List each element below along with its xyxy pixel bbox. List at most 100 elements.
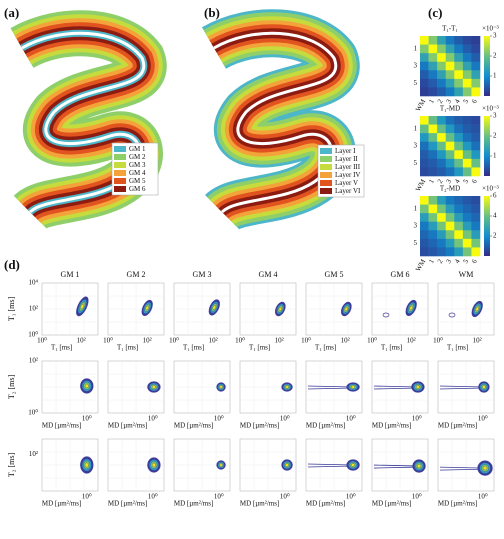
matrix-cell	[437, 116, 446, 125]
x-tick-label: 10⁰	[433, 337, 443, 345]
matrix-cell	[420, 196, 429, 205]
matrix-cell	[420, 62, 429, 71]
x-tick-label: 10⁰	[280, 415, 290, 423]
x-axis-label: MD [µm²/ms]	[108, 500, 147, 508]
matrix-cell	[471, 87, 480, 96]
matrix-cell	[437, 142, 446, 151]
x-tick-label: 10⁰	[235, 337, 245, 345]
legend-swatch	[320, 164, 332, 170]
matrix-cell	[429, 167, 438, 176]
x-tick-label: 10²	[407, 337, 416, 345]
x-tick-label: 10⁰	[412, 493, 422, 501]
matrix-cell	[420, 53, 429, 62]
matrix-cell	[454, 53, 463, 62]
x-axis-label: MD [µm²/ms]	[240, 500, 279, 508]
matrix-cell	[471, 62, 480, 71]
matrix-cell	[463, 87, 472, 96]
matrix-cell	[454, 87, 463, 96]
contour	[85, 463, 88, 467]
x-axis-label: MD [µm²/ms]	[306, 500, 345, 508]
matrix-col-label: 6	[470, 97, 479, 104]
x-tick-label: 10²	[143, 337, 152, 345]
matrix-cell	[463, 222, 472, 231]
matrix-cell	[446, 247, 455, 256]
x-tick-label: 10⁰	[82, 493, 92, 501]
x-tick-label: 10⁰	[214, 415, 224, 423]
matrix-cell	[420, 239, 429, 248]
colorbar	[484, 116, 490, 176]
x-axis-label: MD [µm²/ms]	[240, 422, 279, 430]
colorbar	[484, 36, 490, 96]
matrix-cell	[463, 247, 472, 256]
figure: (a) (b) (c) (d) GM 1GM 2GM 3GM 4GM 5GM 6…	[0, 0, 504, 539]
panel-label: (d)	[4, 257, 20, 272]
colorbar-tick-label: 1	[493, 152, 497, 160]
matrix-cell	[437, 53, 446, 62]
x-axis-label: MD [µm²/ms]	[438, 500, 477, 508]
matrix-cell	[437, 230, 446, 239]
matrix-cell	[471, 53, 480, 62]
legend-swatch	[114, 154, 126, 160]
legend-swatch	[320, 188, 332, 194]
matrix-cell	[437, 125, 446, 134]
x-axis-label: MD [µm²/ms]	[306, 422, 345, 430]
matrix-cell	[437, 205, 446, 214]
x-axis-label: MD [µm²/ms]	[42, 500, 81, 508]
matrix-cell	[429, 230, 438, 239]
matrix-cell	[429, 196, 438, 205]
matrix-cell	[471, 213, 480, 222]
x-tick-label: 10⁰	[148, 493, 158, 501]
matrix-cell	[437, 159, 446, 168]
matrix-cell	[471, 79, 480, 88]
x-axis-label: MD [µm²/ms]	[108, 422, 147, 430]
x-axis-label: T₁ [ms]	[381, 344, 402, 352]
colorbar-tick-label: 1	[493, 72, 497, 80]
legend-label: Layer III	[335, 163, 361, 171]
contour	[220, 464, 223, 467]
matrix-cell	[463, 142, 472, 151]
column-title: GM 5	[325, 270, 344, 279]
matrix-cell	[429, 87, 438, 96]
x-axis-label: T₁ [ms]	[447, 344, 468, 352]
matrix-cell	[420, 36, 429, 45]
contour	[152, 386, 155, 389]
matrix-cell	[471, 142, 480, 151]
matrix-cell	[454, 70, 463, 79]
matrix-row-label: 5	[414, 239, 418, 247]
matrix-cell	[429, 125, 438, 134]
x-tick-label: 10⁰	[214, 493, 224, 501]
legend-label: GM 3	[129, 161, 146, 169]
matrix-cell	[471, 70, 480, 79]
contour	[417, 464, 420, 467]
matrix-cell	[429, 150, 438, 159]
column-title: WM	[459, 270, 474, 279]
legend-swatch	[320, 172, 332, 178]
legend-swatch	[114, 162, 126, 168]
row-y-label: T₂ [ms]	[7, 452, 16, 477]
legend-swatch	[320, 156, 332, 162]
x-tick-label: 10²	[275, 337, 284, 345]
matrix-cell	[463, 133, 472, 142]
matrix-cell	[446, 36, 455, 45]
matrix-cell	[463, 159, 472, 168]
contour	[351, 464, 354, 467]
matrix-cell	[437, 36, 446, 45]
matrix-cell	[429, 159, 438, 168]
matrix-cell	[446, 70, 455, 79]
matrix-cell	[471, 159, 480, 168]
legend-label: Layer V	[335, 179, 358, 187]
matrix-cell	[454, 62, 463, 71]
matrix-row-label: 5	[414, 79, 418, 87]
panel-label: (a)	[4, 5, 19, 20]
x-tick-label: 10⁰	[478, 415, 488, 423]
x-tick-label: 10⁰	[367, 337, 377, 345]
x-tick-label: 10²	[209, 337, 218, 345]
matrix-cell	[420, 125, 429, 134]
x-tick-label: 10⁰	[346, 493, 356, 501]
matrix-row-label: 1	[414, 44, 418, 52]
x-axis-label: T₁ [ms]	[51, 344, 72, 352]
x-axis-label: MD [µm²/ms]	[372, 422, 411, 430]
matrix-cell	[446, 230, 455, 239]
matrix-cell	[437, 196, 446, 205]
matrix-cell	[420, 142, 429, 151]
